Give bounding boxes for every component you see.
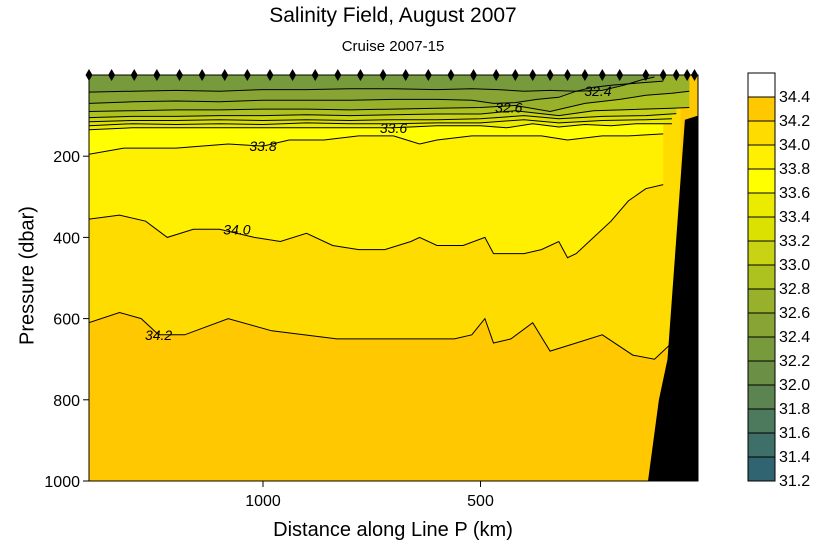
y-tick-label: 600: [53, 312, 80, 329]
station-marker: [85, 69, 93, 81]
isoline: [89, 90, 690, 113]
station-marker: [691, 69, 699, 81]
station-markers: [85, 69, 699, 81]
colorbar-label: 31.2: [779, 473, 810, 490]
colorbar-swatch: [747, 288, 776, 314]
x-axis-label: Distance along Line P (km): [273, 519, 513, 541]
station-marker: [659, 69, 667, 81]
colorbar-swatch: [747, 216, 776, 242]
plot-area: 32.4 32.6 33.6 33.8 34.0 34.2: [89, 75, 698, 481]
station-marker: [356, 69, 364, 81]
colorbar-label: 31.4: [779, 449, 810, 466]
chart-subtitle: Cruise 2007-15: [341, 38, 445, 55]
colorbar-label: 32.2: [779, 353, 810, 370]
station-marker: [334, 69, 342, 81]
colorbar-label: 32.4: [779, 329, 810, 346]
axes: 200 400 600 800 1000 1000 500: [44, 149, 494, 510]
isoline: [89, 123, 672, 131]
colorbar-label: 34.4: [779, 89, 810, 106]
station-marker: [379, 69, 387, 81]
station-marker: [311, 69, 319, 81]
colorbar-label: 31.6: [779, 425, 810, 442]
colorbar-label: 32.6: [779, 305, 810, 322]
station-marker: [243, 69, 251, 81]
station-marker: [266, 69, 274, 81]
colorbar-swatch: [747, 432, 776, 458]
colorbar-swatch: [747, 312, 776, 338]
y-tick-label: 1000: [44, 474, 80, 491]
colorbar-swatch: [747, 96, 776, 122]
isoline: [89, 133, 664, 155]
contour-label: 33.8: [249, 138, 276, 154]
station-marker: [198, 69, 206, 81]
colorbar-legend: 34.4 34.2 34.0 33.8 33.6 33.4 33.2 33.0 32.8 32.6…: [747, 72, 810, 490]
isoline: [89, 80, 664, 104]
colorbar-swatch: [747, 240, 776, 266]
y-tick-label: 200: [53, 149, 80, 166]
colorbar-label: 32.0: [779, 377, 810, 394]
isoline: [89, 184, 664, 259]
colorbar-label: 33.4: [779, 209, 810, 226]
plot-frame: [88, 74, 699, 482]
station-marker: [616, 69, 624, 81]
colorbar-label: 34.2: [779, 113, 810, 130]
isoline: [89, 113, 677, 123]
contour-label: 34.0: [223, 221, 250, 237]
station-marker: [424, 69, 432, 81]
station-marker: [289, 69, 297, 81]
isoline: [89, 107, 690, 119]
isoline: [89, 118, 672, 127]
station-marker: [511, 69, 519, 81]
station-marker: [672, 69, 680, 81]
station-marker: [108, 69, 116, 81]
station-marker: [546, 69, 554, 81]
contour-label: 33.6: [380, 120, 407, 136]
seafloor-bathymetry: [648, 115, 698, 481]
colorbar-swatch: [747, 192, 776, 218]
station-marker: [581, 69, 589, 81]
contour-label: 34.2: [145, 327, 172, 343]
colorbar-swatch: [747, 456, 776, 482]
colorbar-label: 32.8: [779, 281, 810, 298]
station-marker: [130, 69, 138, 81]
station-marker: [175, 69, 183, 81]
colorbar-label: 34.0: [779, 137, 810, 154]
colorbar-swatch: [747, 384, 776, 410]
colorbar-label: 31.8: [779, 401, 810, 418]
station-marker: [153, 69, 161, 81]
station-marker: [598, 69, 606, 81]
station-marker: [683, 69, 691, 81]
y-tick-label: 800: [53, 393, 80, 410]
colorbar-swatch: [747, 144, 776, 170]
station-marker: [529, 69, 537, 81]
colorbar-swatch: [747, 72, 776, 98]
station-marker: [642, 69, 650, 81]
contour-label: 32.6: [495, 99, 522, 115]
station-marker: [470, 69, 478, 81]
colorbar-swatch: [747, 120, 776, 146]
contour-label: 32.4: [584, 83, 611, 99]
colorbar-label: 33.8: [779, 161, 810, 178]
colorbar-swatch: [747, 360, 776, 386]
colorbar-swatch: [747, 168, 776, 194]
y-tick-label: 400: [53, 230, 80, 247]
colorbar-swatch: [747, 408, 776, 434]
station-marker: [492, 69, 500, 81]
x-tick-label: 1000: [245, 493, 281, 510]
band-fill: [89, 75, 655, 93]
colorbar-swatch: [747, 264, 776, 290]
station-marker: [447, 69, 455, 81]
colorbar-swatch: [747, 336, 776, 362]
isoline: [89, 76, 655, 93]
colorbar-label: 33.2: [779, 233, 810, 250]
colorbar-label: 33.6: [779, 185, 810, 202]
station-marker: [564, 69, 571, 81]
station-marker: [221, 69, 229, 81]
station-marker: [402, 69, 410, 81]
x-tick-label: 500: [467, 493, 494, 510]
chart-title: Salinity Field, August 2007: [269, 4, 517, 27]
colorbar-label: 33.0: [779, 257, 810, 274]
isoline: [89, 311, 681, 360]
